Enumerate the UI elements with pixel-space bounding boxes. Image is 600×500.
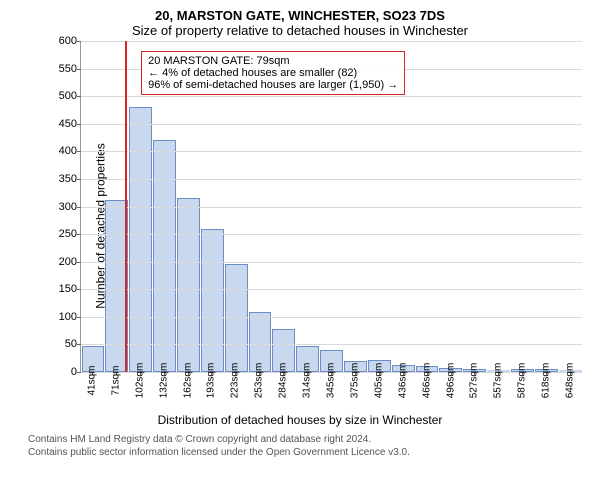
attribution-footer: Contains HM Land Registry data © Crown c… bbox=[28, 433, 592, 459]
y-tick-label: 250 bbox=[53, 228, 77, 240]
x-tick-label: 436sqm bbox=[397, 363, 408, 399]
x-tick: 193sqm bbox=[200, 373, 224, 411]
histogram-bar bbox=[201, 229, 224, 372]
grid-line bbox=[81, 179, 582, 180]
x-tick: 253sqm bbox=[247, 373, 271, 411]
x-tick-label: 314sqm bbox=[302, 363, 313, 399]
grid-line bbox=[81, 124, 582, 125]
x-tick-label: 527sqm bbox=[469, 363, 480, 399]
x-tick-label: 71sqm bbox=[110, 365, 121, 395]
grid-line bbox=[81, 262, 582, 263]
annot-line-3: 96% of semi-detached houses are larger (… bbox=[148, 79, 398, 91]
grid-line bbox=[81, 207, 582, 208]
x-tick-label: 253sqm bbox=[254, 363, 265, 399]
x-tick: 618sqm bbox=[534, 373, 558, 411]
grid-line bbox=[81, 317, 582, 318]
y-tick-label: 600 bbox=[53, 35, 77, 47]
y-tick-mark bbox=[77, 234, 81, 235]
x-tick: 375sqm bbox=[343, 373, 367, 411]
x-tick-label: 466sqm bbox=[421, 363, 432, 399]
footer-line-1: Contains HM Land Registry data © Crown c… bbox=[28, 433, 592, 446]
x-tick: 284sqm bbox=[271, 373, 295, 411]
y-tick-mark bbox=[77, 96, 81, 97]
y-tick-label: 500 bbox=[53, 90, 77, 102]
x-tick-label: 587sqm bbox=[517, 363, 528, 399]
x-tick: 405sqm bbox=[367, 373, 391, 411]
y-tick-mark bbox=[77, 289, 81, 290]
x-tick-label: 405sqm bbox=[373, 363, 384, 399]
annotation-box: 20 MARSTON GATE: 79sqm← 4% of detached h… bbox=[141, 51, 405, 95]
x-tick: 648sqm bbox=[558, 373, 582, 411]
y-tick-label: 0 bbox=[53, 366, 77, 378]
annot-line-2: ← 4% of detached houses are smaller (82) bbox=[148, 67, 398, 79]
x-tick: 223sqm bbox=[223, 373, 247, 411]
y-tick-mark bbox=[77, 124, 81, 125]
y-tick-label: 100 bbox=[53, 311, 77, 323]
y-tick-mark bbox=[77, 151, 81, 152]
x-tick: 71sqm bbox=[104, 373, 128, 411]
y-tick-label: 50 bbox=[53, 338, 77, 350]
x-tick-label: 496sqm bbox=[445, 363, 456, 399]
y-tick-label: 550 bbox=[53, 63, 77, 75]
y-tick-label: 400 bbox=[53, 145, 77, 157]
x-tick-label: 345sqm bbox=[326, 363, 337, 399]
histogram-bar bbox=[153, 140, 176, 372]
grid-line bbox=[81, 41, 582, 42]
x-tick: 466sqm bbox=[415, 373, 439, 411]
histogram-bar bbox=[177, 198, 200, 372]
x-tick: 436sqm bbox=[391, 373, 415, 411]
histogram-bar bbox=[129, 107, 152, 372]
y-tick-mark bbox=[77, 262, 81, 263]
y-tick-label: 450 bbox=[53, 118, 77, 130]
x-tick-label: 193sqm bbox=[206, 363, 217, 399]
subject-marker-line bbox=[125, 41, 127, 372]
x-tick-label: 102sqm bbox=[134, 363, 145, 399]
y-tick-mark bbox=[77, 179, 81, 180]
x-tick: 132sqm bbox=[152, 373, 176, 411]
x-tick-label: 223sqm bbox=[230, 363, 241, 399]
y-tick-mark bbox=[77, 207, 81, 208]
grid-line bbox=[81, 96, 582, 97]
grid-line bbox=[81, 234, 582, 235]
grid-line bbox=[81, 151, 582, 152]
y-tick-mark bbox=[77, 344, 81, 345]
grid-line bbox=[81, 289, 582, 290]
x-tick-label: 557sqm bbox=[493, 363, 504, 399]
x-tick-label: 284sqm bbox=[278, 363, 289, 399]
x-tick: 587sqm bbox=[510, 373, 534, 411]
x-tick-label: 648sqm bbox=[565, 363, 576, 399]
x-tick-label: 41sqm bbox=[86, 365, 97, 395]
y-tick-label: 150 bbox=[53, 283, 77, 295]
subtitle: Size of property relative to detached ho… bbox=[8, 23, 592, 38]
x-tick-label: 375sqm bbox=[349, 363, 360, 399]
y-tick-mark bbox=[77, 41, 81, 42]
histogram-bar bbox=[225, 264, 248, 372]
x-tick-label: 162sqm bbox=[182, 363, 193, 399]
address-title: 20, MARSTON GATE, WINCHESTER, SO23 7DS bbox=[8, 8, 592, 23]
x-tick: 314sqm bbox=[295, 373, 319, 411]
y-tick-label: 300 bbox=[53, 201, 77, 213]
x-tick: 102sqm bbox=[128, 373, 152, 411]
x-tick: 41sqm bbox=[80, 373, 104, 411]
x-axis-label: Distribution of detached houses by size … bbox=[8, 413, 592, 427]
x-tick-label: 618sqm bbox=[541, 363, 552, 399]
y-tick-mark bbox=[77, 317, 81, 318]
y-tick-mark bbox=[77, 69, 81, 70]
x-ticks: 41sqm71sqm102sqm132sqm162sqm193sqm223sqm… bbox=[80, 373, 582, 411]
x-tick: 557sqm bbox=[486, 373, 510, 411]
plot-region: 05010015020025030035040045050055060020 M… bbox=[80, 41, 582, 373]
y-tick-label: 200 bbox=[53, 256, 77, 268]
x-tick: 527sqm bbox=[463, 373, 487, 411]
x-tick: 345sqm bbox=[319, 373, 343, 411]
footer-line-2: Contains public sector information licen… bbox=[28, 446, 592, 459]
grid-line bbox=[81, 344, 582, 345]
x-tick: 496sqm bbox=[439, 373, 463, 411]
histogram-chart: Number of detached properties 0501001502… bbox=[58, 41, 582, 411]
x-tick-label: 132sqm bbox=[158, 363, 169, 399]
y-tick-label: 350 bbox=[53, 173, 77, 185]
x-tick: 162sqm bbox=[176, 373, 200, 411]
annot-line-1: 20 MARSTON GATE: 79sqm bbox=[148, 55, 398, 67]
